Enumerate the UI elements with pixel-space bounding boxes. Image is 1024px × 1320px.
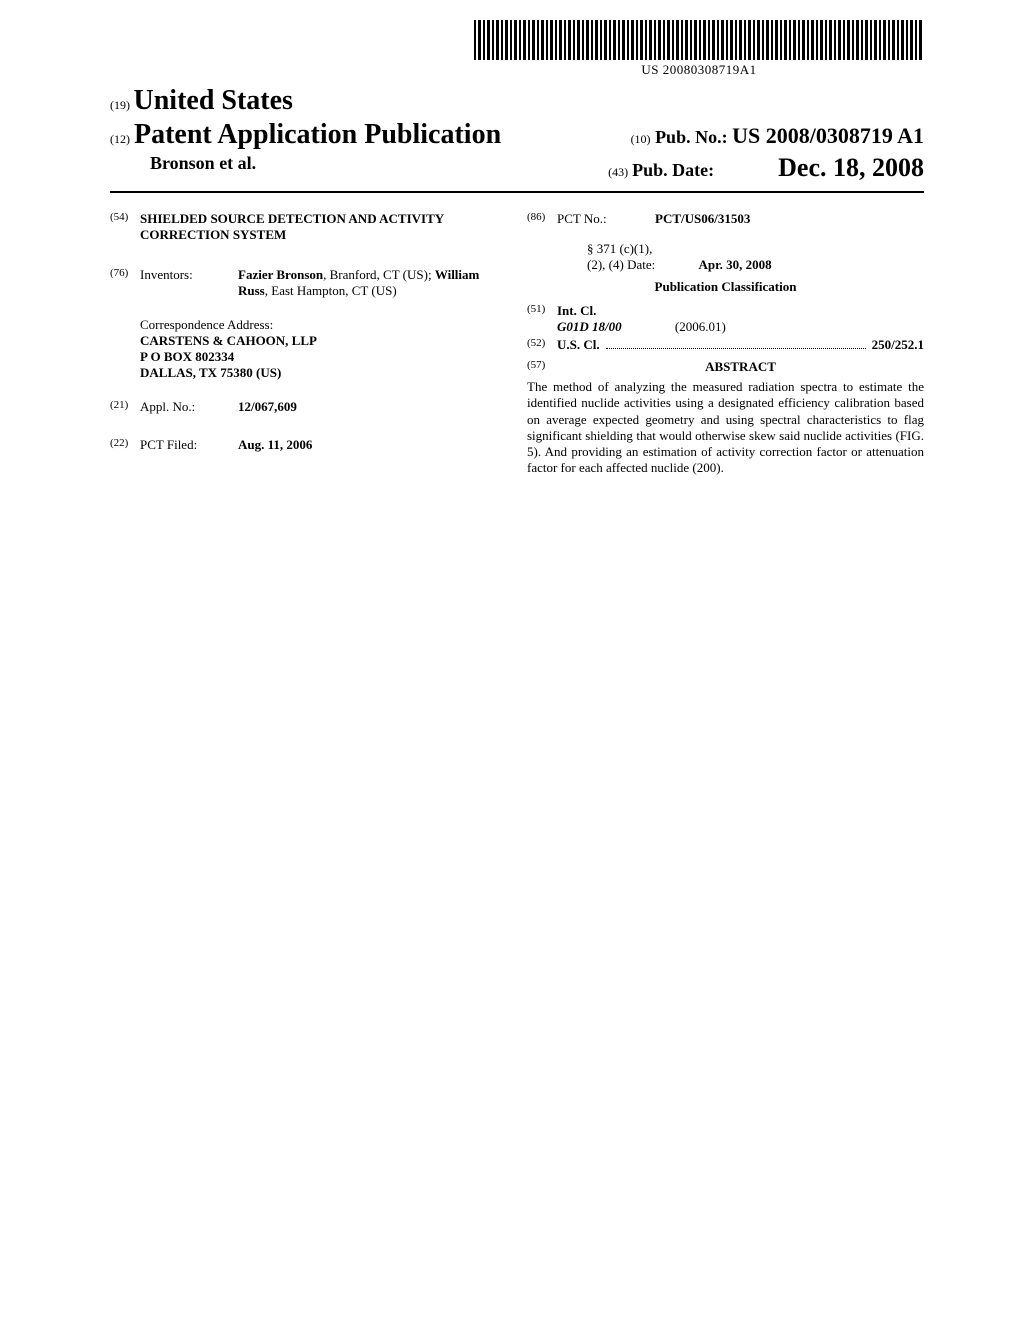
pubdate-code: (43): [608, 165, 628, 179]
pct-dates-sub1: § 371 (c)(1),: [587, 241, 772, 257]
abstract-heading: ABSTRACT: [557, 359, 924, 375]
pctno-code: (86): [527, 211, 557, 223]
pubno-label: Pub. No.:: [655, 127, 728, 147]
pct-dates-field: § 371 (c)(1), (2), (4) Date: Apr. 30, 20…: [527, 241, 924, 273]
left-column: (54) SHIELDED SOURCE DETECTION AND ACTIV…: [110, 211, 507, 477]
pct-dates-value: Apr. 30, 2008: [698, 257, 771, 272]
pctfiled-value: Aug. 11, 2006: [238, 437, 507, 453]
barcode-region: US 20080308719A1: [474, 20, 924, 78]
inventor-loc-2: , East Hampton, CT (US): [265, 283, 397, 298]
publication-classification-heading: Publication Classification: [527, 279, 924, 295]
appl-no-field: (21) Appl. No.: 12/067,609: [110, 399, 507, 415]
pubno-code: (10): [631, 132, 651, 146]
country-code: (19): [110, 98, 130, 112]
inventors-value: Fazier Bronson, Branford, CT (US); Willi…: [238, 267, 507, 299]
correspondence-heading: Correspondence Address:: [140, 317, 507, 333]
abstract-code: (57): [527, 359, 557, 371]
country-name: United States: [134, 85, 293, 116]
kind-code: (12): [110, 132, 130, 146]
authors: Bronson et al.: [150, 153, 256, 183]
barcode-text: US 20080308719A1: [474, 62, 924, 78]
correspondence-address: Correspondence Address: CARSTENS & CAHOO…: [140, 317, 507, 381]
inventor-loc-1: , Branford, CT (US);: [323, 267, 435, 282]
inventors-code: (76): [110, 267, 140, 279]
intcl-code: (51): [527, 303, 557, 315]
pubdate-label: Pub. Date:: [632, 160, 714, 180]
pct-no-field: (86) PCT No.: PCT/US06/31503: [527, 211, 924, 227]
us-cl-field: (52) U.S. Cl. 250/252.1: [527, 337, 924, 353]
correspondence-line-2: P O BOX 802334: [140, 349, 507, 365]
pubno-value: US 2008/0308719 A1: [732, 123, 924, 148]
correspondence-line-3: DALLAS, TX 75380 (US): [140, 365, 507, 381]
uscl-value: 250/252.1: [872, 337, 924, 353]
correspondence-line-1: CARSTENS & CAHOON, LLP: [140, 333, 507, 349]
int-cl-field: (51) Int. Cl. G01D 18/00 (2006.01): [527, 303, 924, 335]
pct-filed-field: (22) PCT Filed: Aug. 11, 2006: [110, 437, 507, 453]
pubdate-value: Dec. 18, 2008: [778, 153, 924, 182]
abstract-field: (57) ABSTRACT: [527, 359, 924, 375]
invention-title-field: (54) SHIELDED SOURCE DETECTION AND ACTIV…: [110, 211, 507, 243]
pctno-label: PCT No.:: [557, 211, 655, 227]
title-code: (54): [110, 211, 140, 223]
applno-value: 12/067,609: [238, 399, 507, 415]
pctfiled-code: (22): [110, 437, 140, 449]
inventors-label: Inventors:: [140, 267, 238, 283]
document-header: (19) United States (12) Patent Applicati…: [110, 85, 924, 183]
two-column-body: (54) SHIELDED SOURCE DETECTION AND ACTIV…: [110, 211, 924, 477]
pctno-value: PCT/US06/31503: [655, 211, 924, 227]
barcode-image: [474, 20, 924, 60]
intcl-label: Int. Cl.: [557, 303, 924, 319]
pct-dates-sub2: (2), (4) Date:: [587, 257, 655, 272]
intcl-year: (2006.01): [675, 319, 726, 334]
invention-title: SHIELDED SOURCE DETECTION AND ACTIVITY C…: [140, 211, 507, 243]
header-separator: [110, 191, 924, 193]
applno-label: Appl. No.:: [140, 399, 238, 415]
uscl-dots: [606, 339, 866, 349]
inventors-field: (76) Inventors: Fazier Bronson, Branford…: [110, 267, 507, 299]
abstract-text: The method of analyzing the measured rad…: [527, 379, 924, 477]
publication-kind: Patent Application Publication: [134, 119, 501, 150]
uscl-label: U.S. Cl.: [557, 337, 600, 353]
inventor-name-1: Fazier Bronson: [238, 267, 323, 282]
right-column: (86) PCT No.: PCT/US06/31503 § 371 (c)(1…: [527, 211, 924, 477]
pctfiled-label: PCT Filed:: [140, 437, 238, 453]
uscl-code: (52): [527, 337, 557, 349]
applno-code: (21): [110, 399, 140, 411]
intcl-class: G01D 18/00: [557, 319, 622, 334]
